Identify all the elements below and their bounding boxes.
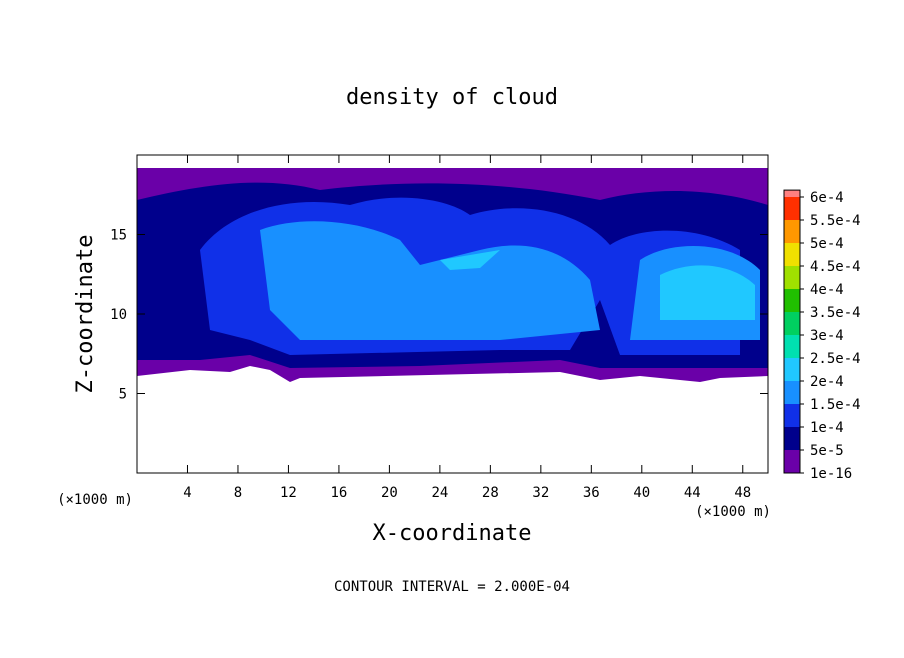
field-region (260, 221, 760, 340)
colorbar-label: 2.5e-4 (810, 351, 861, 367)
y-tick-label: 15 (110, 228, 127, 244)
colorbar-label: 1e-4 (810, 420, 844, 436)
y-tick-label: 10 (110, 307, 127, 323)
colorbar-label: 3.5e-4 (810, 305, 861, 321)
x-tick-label: 16 (330, 485, 347, 501)
colorbar-band (784, 220, 800, 243)
colorbar-label: 4e-4 (810, 282, 844, 298)
colorbar-frame (783, 189, 801, 474)
x-tick-label: 4 (183, 485, 191, 501)
x-tick-label: 36 (583, 485, 600, 501)
chart-title: density of cloud (346, 85, 558, 110)
contour-field (137, 168, 768, 382)
y-axis-label: Z-coordinate (73, 235, 98, 394)
colorbar-band (784, 266, 800, 289)
colorbar-label: 6e-4 (810, 190, 844, 206)
x-tick-label: 48 (734, 485, 751, 501)
x-axis-label: X-coordinate (373, 521, 532, 546)
x-tick-label: 8 (234, 485, 242, 501)
colorbar-label: 5e-5 (810, 443, 844, 459)
y-unit-label: (×1000 m) (57, 492, 133, 508)
x-tick-label: 44 (684, 485, 701, 501)
colorbar-label: 1e-16 (810, 466, 852, 482)
x-tick-label: 24 (431, 485, 448, 501)
annotation: CONTOUR INTERVAL = 2.000E-04 (334, 579, 570, 595)
y-tick-label: 5 (119, 387, 127, 403)
colorbar-label: 5.5e-4 (810, 213, 861, 229)
x-tick-label: 28 (482, 485, 499, 501)
x-tick-label: 20 (381, 485, 398, 501)
colorbar-band (784, 197, 800, 220)
colorbar-band (784, 190, 800, 197)
x-unit-label: (×1000 m) (695, 504, 771, 520)
colorbar-band (784, 358, 800, 381)
colorbar-band (784, 404, 800, 427)
x-tick-label: 12 (280, 485, 297, 501)
colorbar-band (784, 427, 800, 450)
colorbar-band (784, 312, 800, 335)
colorbar-band (784, 243, 800, 266)
colorbar-band (784, 450, 800, 473)
field-region (440, 250, 755, 320)
colorbar-band (784, 381, 800, 404)
colorbar-label: 5e-4 (810, 236, 844, 252)
colorbar-label: 4.5e-4 (810, 259, 861, 275)
x-tick-label: 32 (532, 485, 549, 501)
colorbar-label: 2e-4 (810, 374, 844, 390)
colorbar-band (784, 289, 800, 312)
colorbar-label: 1.5e-4 (810, 397, 861, 413)
colorbar-band (784, 335, 800, 358)
x-tick-label: 40 (633, 485, 650, 501)
colorbar-label: 3e-4 (810, 328, 844, 344)
